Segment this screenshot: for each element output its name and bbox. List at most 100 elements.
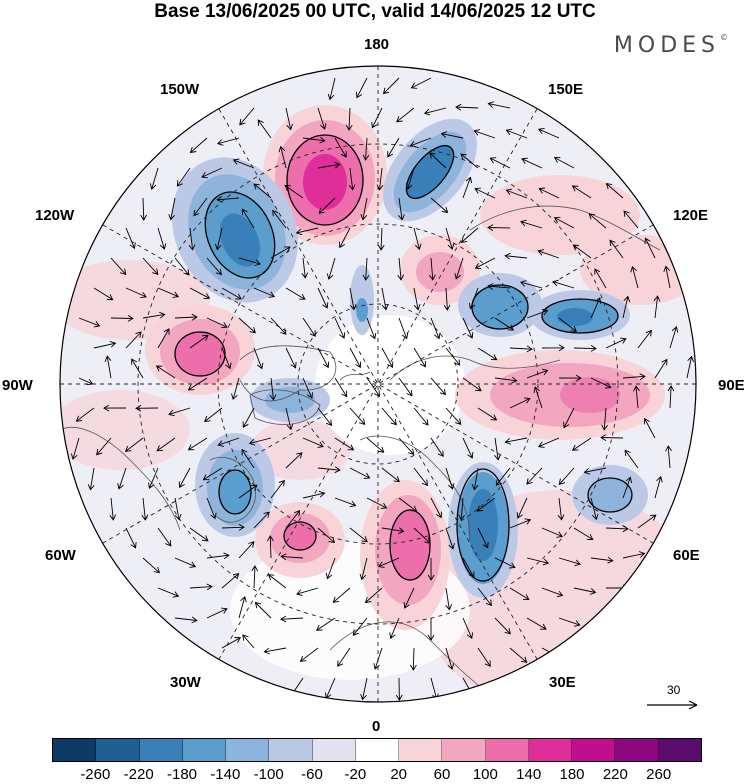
- wind-arrow: [381, 287, 389, 311]
- wind-arrow: [206, 607, 228, 619]
- wind-arrow: [445, 587, 453, 611]
- wind-arrow: [201, 167, 223, 179]
- wind-arrow: [189, 137, 208, 154]
- wind-arrow: [93, 340, 117, 349]
- wind-arrow: [373, 647, 383, 670]
- wind-arrow: [103, 404, 127, 412]
- wind-arrow: [624, 449, 639, 469]
- negative-anomaly-northwest: [172, 157, 298, 303]
- wind-arrow: [141, 497, 149, 521]
- wind-arrow: [495, 467, 511, 486]
- wind-arrow: [316, 617, 336, 631]
- lon-label-90w: 90W: [2, 377, 33, 394]
- wind-arrow: [142, 557, 161, 574]
- wind-arrow: [338, 227, 351, 249]
- negative-anomaly-north-east: [383, 118, 477, 222]
- wind-arrow: [476, 497, 496, 512]
- wind-arrow: [270, 246, 291, 259]
- wind-arrow: [278, 145, 287, 169]
- wind-arrow: [168, 197, 176, 221]
- wind-arrow: [366, 497, 388, 509]
- wind-arrow: [541, 527, 564, 538]
- wind-arrow: [440, 131, 464, 139]
- wind-arrow: [430, 497, 442, 519]
- wind-arrow: [505, 188, 528, 199]
- wind-arrow: [382, 77, 400, 95]
- wind-arrow: [174, 257, 190, 276]
- colorbar-swatch: [528, 739, 573, 761]
- wind-arrow: [474, 257, 496, 270]
- colorbar-swatch: [53, 739, 97, 761]
- wind-arrow: [622, 373, 646, 381]
- wind-arrow: [473, 129, 496, 139]
- wind-arrow: [487, 224, 511, 231]
- wind-arrow: [583, 467, 607, 475]
- wind-arrow: [221, 347, 232, 370]
- wind-arrow: [509, 397, 531, 409]
- modes-logo: MODES©: [613, 33, 728, 58]
- wind-arrow: [295, 227, 319, 236]
- wind-arrow: [462, 377, 482, 392]
- wind-arrow: [257, 119, 272, 139]
- wind-arrow: [552, 279, 575, 289]
- colorbar-swatch: [139, 739, 183, 761]
- wind-arrow: [78, 317, 101, 328]
- colorbar-swatch: [615, 739, 659, 761]
- wind-arrow: [362, 137, 370, 161]
- wind-arrow: [217, 437, 240, 447]
- colorbar-tick-label: 20: [390, 766, 407, 783]
- wind-arrow: [253, 511, 270, 529]
- wind-arrow: [238, 541, 255, 559]
- wind-arrow: [429, 257, 436, 281]
- wind-arrow: [398, 497, 418, 512]
- wind-arrow: [516, 497, 528, 519]
- wind-arrow: [526, 557, 550, 566]
- wind-arrow: [241, 448, 255, 469]
- wind-arrow: [622, 551, 646, 559]
- wind-arrow: [216, 196, 240, 203]
- wind-arrow: [487, 283, 511, 290]
- wind-arrow: [572, 244, 592, 259]
- wind-arrow: [462, 617, 474, 640]
- wind-arrow: [125, 331, 142, 349]
- wind-arrow: [231, 377, 240, 401]
- lon-label-30w: 30W: [170, 674, 201, 691]
- wind-arrow: [553, 156, 575, 169]
- lon-label-60w: 60W: [45, 547, 76, 564]
- wind-arrow: [253, 183, 272, 199]
- wind-arrow: [397, 257, 405, 281]
- positive-anomaly-east: [455, 350, 665, 440]
- colorbar-swatch: [658, 739, 701, 761]
- wind-arrow: [494, 557, 516, 569]
- lon-label-120e: 120E: [673, 207, 709, 224]
- wind-arrow: [242, 634, 255, 649]
- wind-arrow: [462, 557, 475, 578]
- wind-arrow: [349, 287, 357, 311]
- wind-arrow: [174, 313, 198, 321]
- wind-arrow: [644, 237, 656, 259]
- wind-arrow: [135, 404, 159, 412]
- wind-arrow: [541, 587, 564, 598]
- wind-arrow: [302, 490, 326, 499]
- positive-anomaly-west: [145, 305, 255, 395]
- wind-arrow: [302, 377, 314, 399]
- wind-arrow: [253, 347, 264, 370]
- wind-arrow: [494, 437, 501, 461]
- wind-arrow: [334, 317, 346, 339]
- wind-arrow: [263, 647, 287, 655]
- wind-arrow: [553, 216, 575, 229]
- wind-arrow: [377, 557, 400, 568]
- wind-arrow: [78, 377, 94, 386]
- wind-arrow: [669, 326, 679, 349]
- wind-arrow: [267, 535, 274, 559]
- wind-arrow: [509, 518, 532, 529]
- wind-arrow: [430, 437, 444, 458]
- wind-arrow: [238, 484, 258, 499]
- wind-arrow: [601, 407, 608, 431]
- wind-arrow: [654, 475, 663, 499]
- wind-arrow: [504, 437, 528, 445]
- lon-label-30e: 30E: [549, 674, 576, 691]
- colorbar-swatch: [269, 739, 313, 761]
- wind-arrow: [157, 587, 180, 598]
- wind-arrow: [356, 77, 368, 99]
